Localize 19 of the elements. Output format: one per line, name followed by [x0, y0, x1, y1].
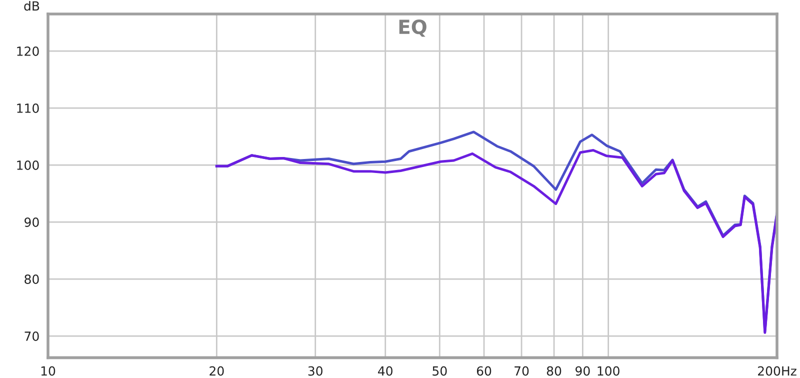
x-tick-label: 10: [41, 366, 56, 376]
y-tick-label: 90: [24, 218, 39, 227]
x-tick-label: 40: [378, 366, 392, 376]
chart-title: EQ: [399, 20, 426, 37]
y-tick-label: 70: [24, 332, 39, 341]
y-tick-label: 80: [24, 274, 39, 284]
x-tick-label: 70: [514, 366, 529, 376]
x-tick-label: 80: [546, 366, 562, 376]
y-tick-label: 110: [17, 104, 39, 113]
y-axis-title: dB: [24, 1, 40, 11]
x-tick-label: 20: [210, 366, 224, 376]
x-tick-label: 200Hz: [758, 366, 796, 376]
y-tick-label: 100: [17, 160, 39, 170]
y-tick-label: 120: [17, 46, 39, 56]
x-tick-label: 50: [432, 366, 447, 376]
x-tick-label: 100: [598, 366, 620, 376]
x-tick-label: 30: [308, 366, 322, 376]
x-tick-label: 60: [476, 366, 492, 376]
x-tick-label: 90: [576, 366, 590, 376]
